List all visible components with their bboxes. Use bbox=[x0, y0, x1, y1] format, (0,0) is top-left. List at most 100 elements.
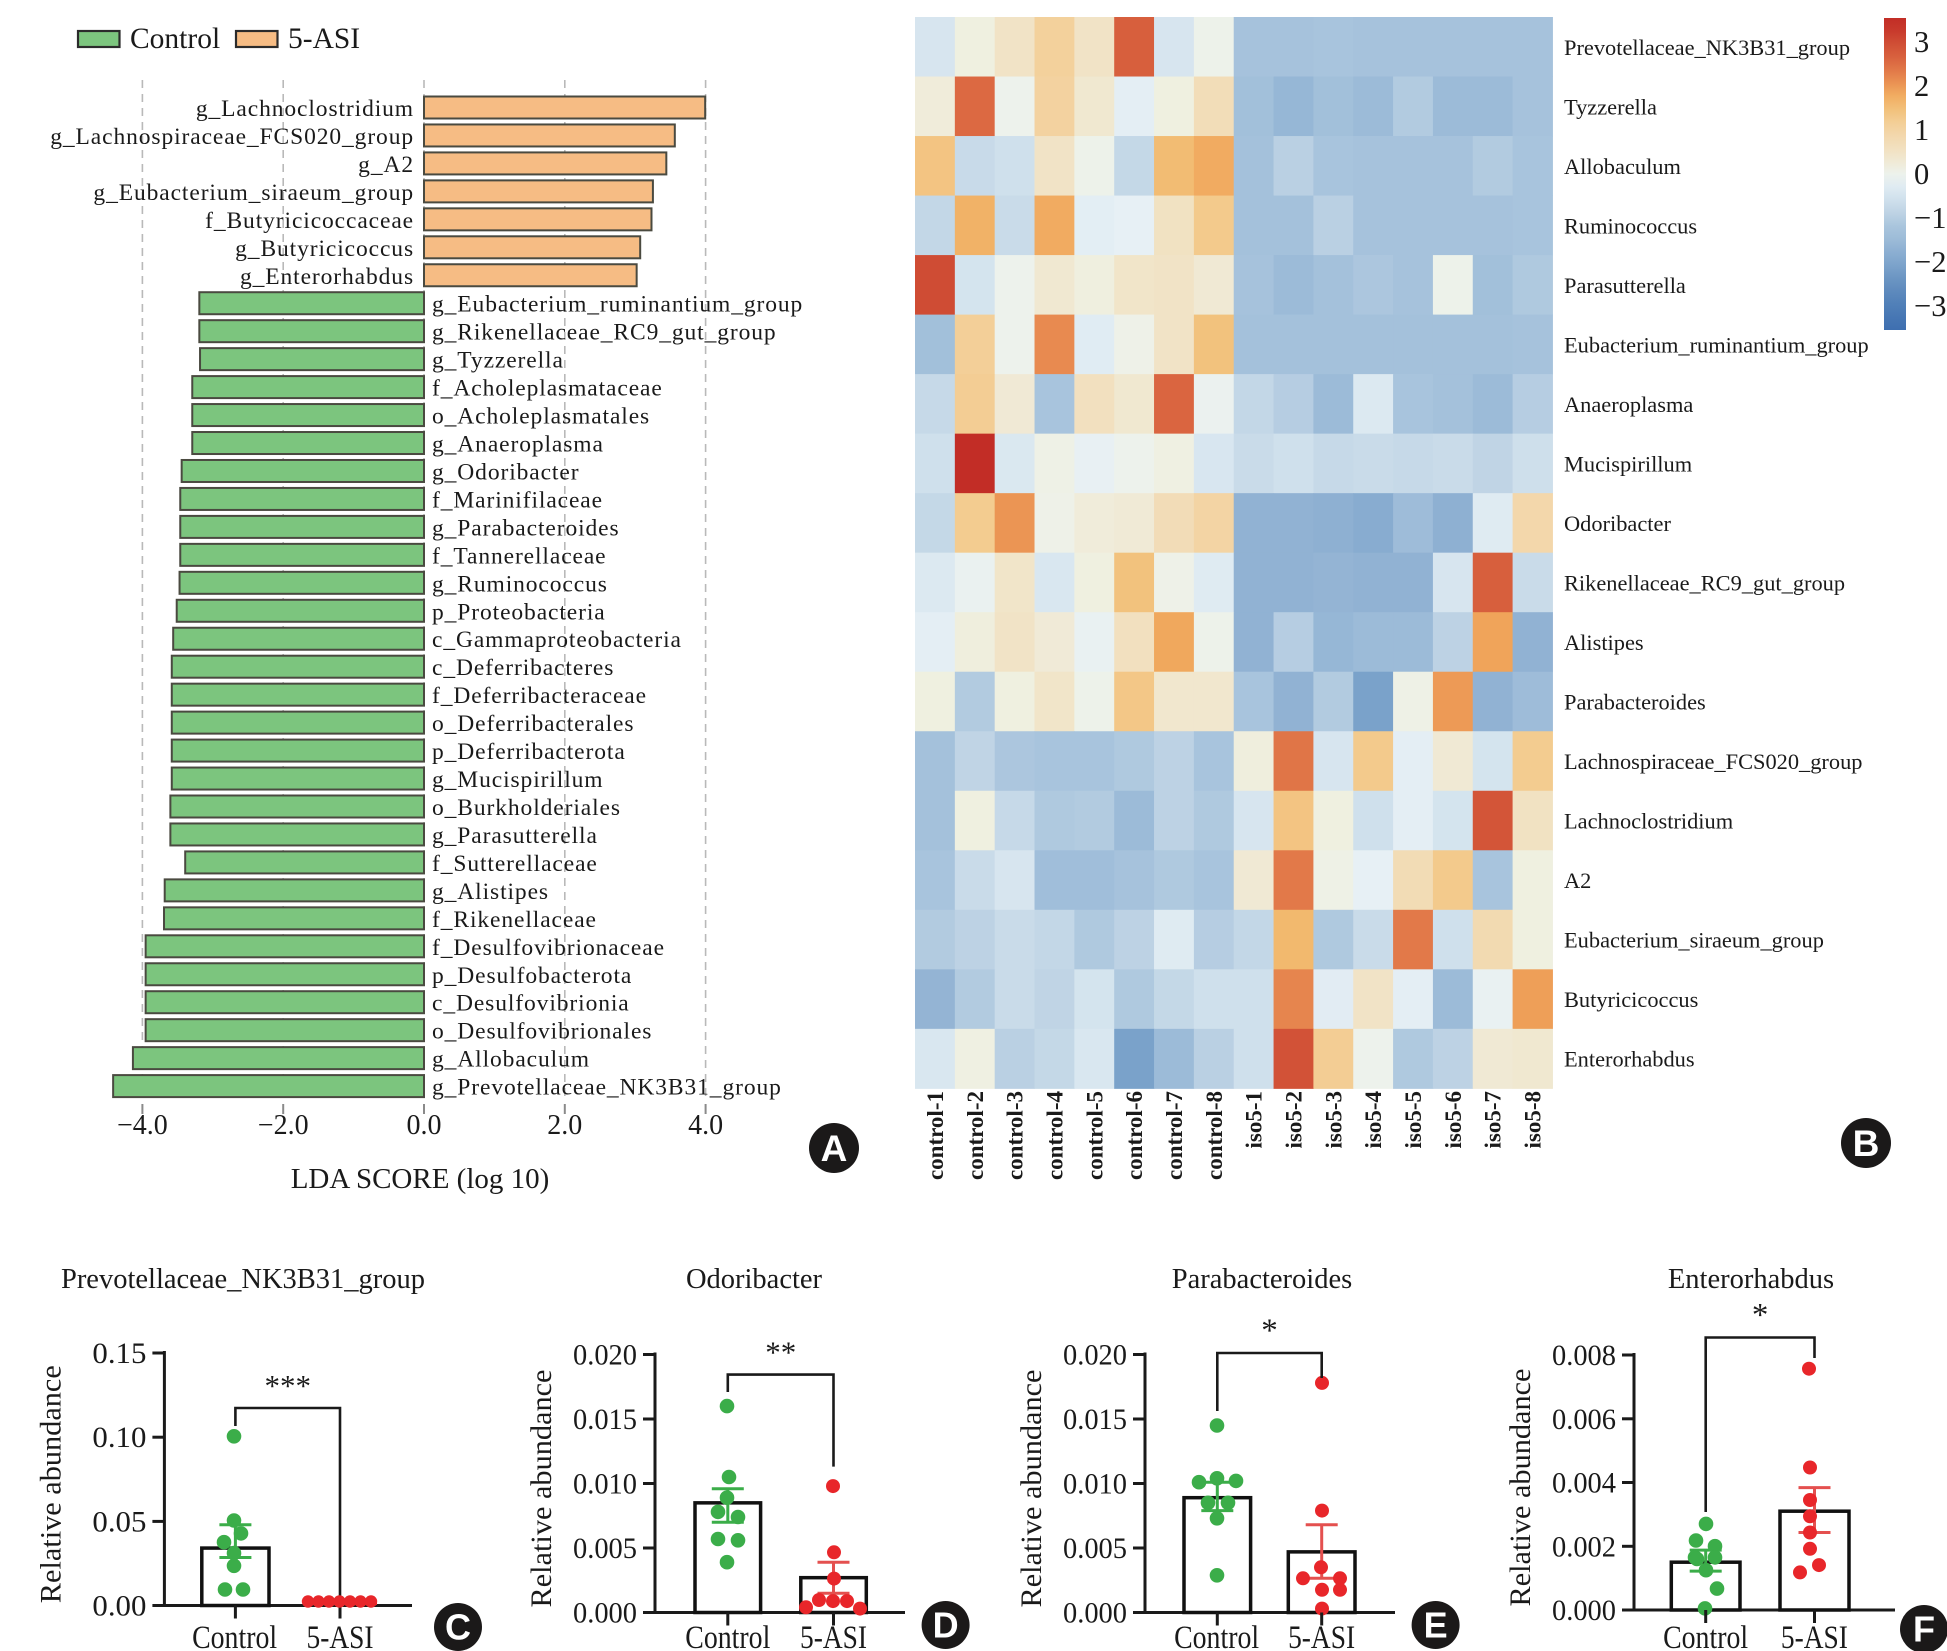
svg-text:Relative abundance: Relative abundance bbox=[1504, 1369, 1537, 1607]
svg-text:Relative abundance: Relative abundance bbox=[525, 1370, 558, 1608]
svg-text:5-ASI: 5-ASI bbox=[1781, 1620, 1848, 1651]
svg-text:f_Marinifilaceae: f_Marinifilaceae bbox=[432, 487, 603, 513]
svg-text:Rikenellaceae_RC9_gut_group: Rikenellaceae_RC9_gut_group bbox=[1564, 570, 1845, 595]
svg-text:g_Odoribacter: g_Odoribacter bbox=[432, 460, 579, 486]
svg-text:C: C bbox=[445, 1607, 471, 1648]
svg-text:B: B bbox=[1853, 1123, 1880, 1164]
svg-text:0.05: 0.05 bbox=[92, 1506, 146, 1538]
svg-text:0.005: 0.005 bbox=[573, 1533, 637, 1565]
svg-text:f_Deferribacteraceae: f_Deferribacteraceae bbox=[432, 683, 647, 709]
svg-text:5-ASI: 5-ASI bbox=[1288, 1620, 1355, 1651]
svg-text:g_Parabacteroides: g_Parabacteroides bbox=[432, 515, 620, 541]
svg-text:c_Desulfovibrionia: c_Desulfovibrionia bbox=[432, 991, 630, 1017]
svg-text:−4.0: −4.0 bbox=[117, 1110, 168, 1141]
svg-text:Odoribacter: Odoribacter bbox=[1564, 511, 1671, 536]
svg-text:*: * bbox=[1752, 1298, 1769, 1334]
svg-text:c_Deferribacteres: c_Deferribacteres bbox=[432, 655, 614, 681]
svg-text:iso5-1: iso5-1 bbox=[1242, 1091, 1267, 1149]
svg-text:Odoribacter: Odoribacter bbox=[686, 1264, 823, 1295]
svg-text:p_Desulfobacterota: p_Desulfobacterota bbox=[432, 963, 632, 989]
svg-text:***: *** bbox=[264, 1368, 311, 1403]
svg-text:5-ASI: 5-ASI bbox=[307, 1620, 374, 1651]
svg-text:g_Prevotellaceae_NK3B31_group: g_Prevotellaceae_NK3B31_group bbox=[432, 1075, 782, 1101]
svg-text:Prevotellaceae_NK3B31_group: Prevotellaceae_NK3B31_group bbox=[61, 1264, 425, 1295]
svg-text:0.008: 0.008 bbox=[1552, 1340, 1616, 1372]
svg-text:*: * bbox=[1261, 1313, 1278, 1349]
svg-text:o_Deferribacterales: o_Deferribacterales bbox=[432, 711, 634, 737]
svg-text:0.000: 0.000 bbox=[1063, 1598, 1127, 1630]
svg-text:−2.0: −2.0 bbox=[258, 1110, 309, 1141]
svg-text:2: 2 bbox=[1914, 69, 1929, 103]
svg-text:A2: A2 bbox=[1564, 868, 1591, 893]
svg-text:Alistipes: Alistipes bbox=[1564, 630, 1644, 655]
svg-text:control-1: control-1 bbox=[923, 1091, 948, 1180]
svg-text:Prevotellaceae_NK3B31_group: Prevotellaceae_NK3B31_group bbox=[1564, 35, 1850, 60]
svg-text:0.006: 0.006 bbox=[1552, 1404, 1616, 1436]
svg-text:Lachnoclostridium: Lachnoclostridium bbox=[1564, 809, 1734, 834]
svg-text:4.0: 4.0 bbox=[688, 1110, 723, 1141]
svg-text:0.015: 0.015 bbox=[573, 1404, 637, 1436]
svg-text:0.00: 0.00 bbox=[92, 1591, 146, 1623]
svg-text:0.020: 0.020 bbox=[573, 1340, 637, 1372]
svg-text:iso5-4: iso5-4 bbox=[1361, 1091, 1386, 1149]
svg-text:Control: Control bbox=[1174, 1620, 1259, 1651]
svg-text:o_Desulfovibrionales: o_Desulfovibrionales bbox=[432, 1019, 652, 1045]
svg-text:iso5-8: iso5-8 bbox=[1521, 1091, 1546, 1149]
svg-text:Ruminococcus: Ruminococcus bbox=[1564, 213, 1697, 238]
svg-text:Relative abundance: Relative abundance bbox=[34, 1365, 67, 1603]
svg-text:Control: Control bbox=[130, 23, 220, 55]
svg-text:iso5-6: iso5-6 bbox=[1441, 1091, 1466, 1149]
svg-text:p_Deferribacterota: p_Deferribacterota bbox=[432, 739, 626, 765]
svg-text:−1: −1 bbox=[1914, 201, 1946, 235]
svg-text:control-8: control-8 bbox=[1202, 1091, 1227, 1180]
svg-text:Parabacteroides: Parabacteroides bbox=[1172, 1264, 1352, 1295]
svg-text:g_Ruminococcus: g_Ruminococcus bbox=[432, 571, 608, 597]
svg-text:Allobaculum: Allobaculum bbox=[1564, 154, 1681, 179]
svg-text:2.0: 2.0 bbox=[547, 1110, 582, 1141]
svg-text:g_Rikenellaceae_RC9_gut_group: g_Rikenellaceae_RC9_gut_group bbox=[432, 320, 777, 346]
svg-text:iso5-7: iso5-7 bbox=[1481, 1091, 1506, 1149]
svg-text:g_Allobaculum: g_Allobaculum bbox=[432, 1047, 590, 1073]
svg-text:control-6: control-6 bbox=[1122, 1091, 1147, 1180]
svg-text:0.000: 0.000 bbox=[573, 1598, 637, 1630]
svg-text:g_Alistipes: g_Alistipes bbox=[432, 879, 549, 905]
svg-text:3: 3 bbox=[1914, 25, 1929, 59]
svg-text:f_Butyricicoccaceae: f_Butyricicoccaceae bbox=[205, 208, 414, 234]
svg-text:1: 1 bbox=[1914, 113, 1929, 147]
svg-text:g_Tyzzerella: g_Tyzzerella bbox=[432, 348, 564, 374]
svg-text:0.010: 0.010 bbox=[1063, 1469, 1127, 1501]
svg-text:g_Butyricicoccus: g_Butyricicoccus bbox=[235, 236, 414, 262]
svg-text:Enterorhabdus: Enterorhabdus bbox=[1668, 1264, 1834, 1295]
svg-text:g_Anaeroplasma: g_Anaeroplasma bbox=[432, 432, 604, 458]
svg-text:Parasutterella: Parasutterella bbox=[1564, 273, 1686, 298]
svg-text:Lachnospiraceae_FCS020_group: Lachnospiraceae_FCS020_group bbox=[1564, 749, 1862, 774]
svg-text:f_Acholeplasmataceae: f_Acholeplasmataceae bbox=[432, 376, 663, 402]
svg-text:g_Eubacterium_siraeum_group: g_Eubacterium_siraeum_group bbox=[93, 180, 414, 206]
svg-text:control-4: control-4 bbox=[1042, 1091, 1067, 1181]
svg-text:f_Desulfovibrionaceae: f_Desulfovibrionaceae bbox=[432, 935, 665, 961]
svg-text:f_Rikenellaceae: f_Rikenellaceae bbox=[432, 907, 597, 933]
svg-text:Parabacteroides: Parabacteroides bbox=[1564, 690, 1706, 715]
svg-text:5-ASI: 5-ASI bbox=[288, 23, 360, 55]
svg-text:A: A bbox=[821, 1128, 848, 1169]
svg-text:F: F bbox=[1913, 1609, 1935, 1650]
svg-text:p_Proteobacteria: p_Proteobacteria bbox=[432, 599, 606, 625]
svg-text:Mucispirillum: Mucispirillum bbox=[1564, 451, 1693, 476]
svg-text:f_Tannerellaceae: f_Tannerellaceae bbox=[432, 543, 607, 569]
svg-text:control-5: control-5 bbox=[1082, 1091, 1107, 1180]
svg-text:control-2: control-2 bbox=[963, 1091, 988, 1180]
svg-text:g_A2: g_A2 bbox=[358, 152, 414, 178]
svg-text:E: E bbox=[1424, 1605, 1448, 1646]
svg-text:Enterorhabdus: Enterorhabdus bbox=[1564, 1047, 1695, 1072]
svg-text:Anaeroplasma: Anaeroplasma bbox=[1564, 392, 1693, 417]
svg-text:0.020: 0.020 bbox=[1063, 1340, 1127, 1372]
svg-text:g_Lachnospiraceae_FCS020_group: g_Lachnospiraceae_FCS020_group bbox=[50, 124, 414, 150]
svg-text:g_Mucispirillum: g_Mucispirillum bbox=[432, 767, 603, 793]
svg-text:g_Enterorhabdus: g_Enterorhabdus bbox=[240, 264, 414, 290]
svg-text:g_Eubacterium_ruminantium_grou: g_Eubacterium_ruminantium_group bbox=[432, 292, 803, 318]
svg-text:o_Burkholderiales: o_Burkholderiales bbox=[432, 795, 621, 821]
svg-text:o_Acholeplasmatales: o_Acholeplasmatales bbox=[432, 404, 650, 430]
svg-text:Eubacterium_siraeum_group: Eubacterium_siraeum_group bbox=[1564, 928, 1824, 953]
svg-text:0.15: 0.15 bbox=[92, 1338, 146, 1370]
svg-text:control-3: control-3 bbox=[1003, 1091, 1028, 1180]
